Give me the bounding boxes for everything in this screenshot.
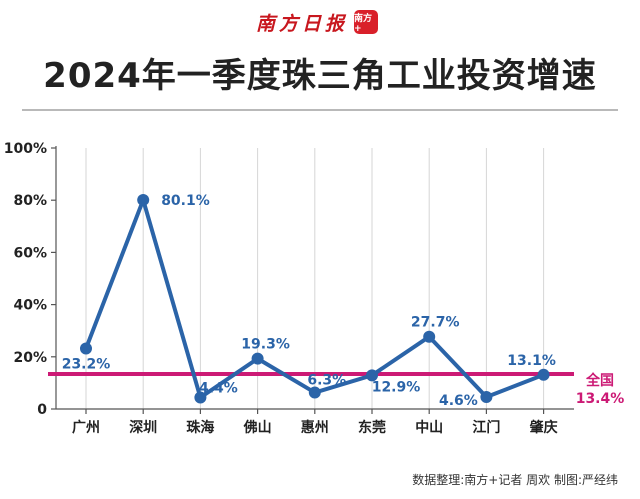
y-tick-label: 60% <box>13 245 47 261</box>
data-point <box>423 330 436 343</box>
data-point <box>537 368 550 381</box>
x-tick-label: 肇庆 <box>530 419 558 436</box>
x-tick-label: 珠海 <box>186 419 214 436</box>
reference-line-value-label: 13.4% <box>576 391 625 407</box>
data-point <box>251 352 264 365</box>
chart-title: 2024年一季度珠三角工业投资增速 <box>43 56 597 96</box>
x-tick-label: 东莞 <box>358 419 386 436</box>
y-tick-label: 40% <box>13 298 47 314</box>
data-label: 27.7% <box>411 315 460 331</box>
data-label: 19.3% <box>241 337 290 353</box>
y-tick-label: 0 <box>37 402 47 418</box>
data-point <box>480 390 493 403</box>
data-label: 6.3% <box>307 373 346 389</box>
logo-text: 南方日报 <box>256 12 349 35</box>
y-tick-label: 100% <box>4 141 47 157</box>
x-tick-label: 广州 <box>72 419 100 436</box>
x-tick-label: 江门 <box>472 419 500 436</box>
data-label: 4.6% <box>439 393 478 409</box>
data-label: 23.2% <box>62 356 111 372</box>
data-label: 12.9% <box>372 379 421 395</box>
reference-line-label: 全国 <box>585 372 614 389</box>
x-tick-label: 深圳 <box>129 419 157 436</box>
data-label: 13.1% <box>507 353 556 369</box>
data-point <box>137 193 150 206</box>
newspaper-logo: 南方日报 南方+ <box>256 9 379 35</box>
data-point <box>366 369 378 382</box>
title-divider <box>22 109 618 111</box>
data-point <box>194 391 207 404</box>
x-tick-label: 佛山 <box>243 419 272 436</box>
x-tick-label: 惠州 <box>301 419 329 436</box>
source-credit: 数据整理:南方+记者 周欢 制图:严经纬 <box>412 473 618 487</box>
data-point <box>308 386 321 399</box>
data-point <box>80 342 92 355</box>
x-tick-label: 中山 <box>415 419 443 436</box>
data-label: 80.1% <box>161 193 210 209</box>
y-tick-label: 80% <box>13 193 47 209</box>
y-tick-label: 20% <box>13 350 47 366</box>
logo-badge: 南方+ <box>354 10 379 34</box>
data-label: 4.4% <box>199 381 238 397</box>
